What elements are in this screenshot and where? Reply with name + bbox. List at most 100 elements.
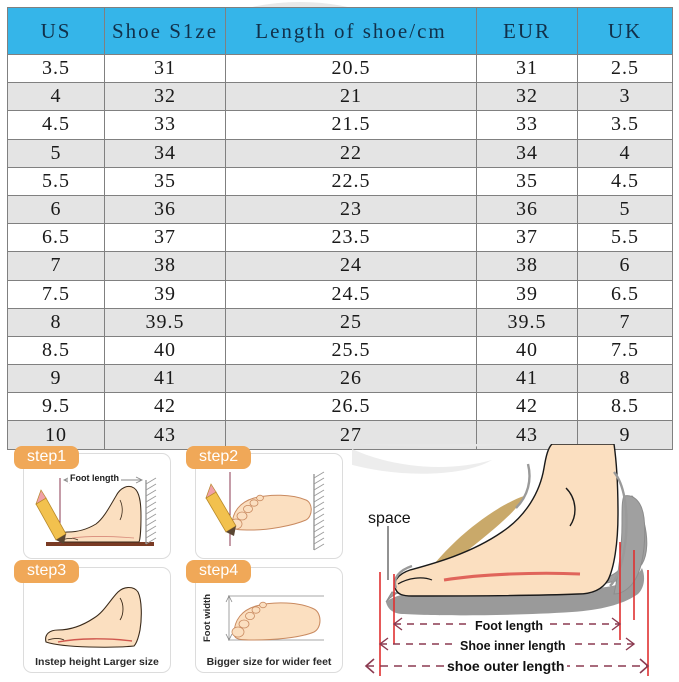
cell-eur: 39.5 [476, 307, 578, 337]
step1-tab-label: step1 [14, 446, 80, 469]
cell-us: 10 [7, 420, 105, 450]
cell-us: 9.5 [7, 392, 105, 422]
step4-tab-label: step4 [186, 560, 252, 583]
cell-eur: 31 [476, 53, 578, 84]
shoe-size-table: US Shoe S1ze Length of shoe/cm EUR UK 3.… [7, 7, 673, 450]
measuring-steps: Foot length step1 [10, 446, 350, 678]
step3-tab-label: step3 [14, 560, 80, 583]
table-row: 8 39.5 25 39.5 7 [7, 307, 673, 337]
measurement-label-foot-length: Foot length [472, 619, 547, 633]
cell-us: 5.5 [7, 166, 105, 196]
cell-length-cm: 26.5 [225, 392, 477, 422]
step4-caption: Bigger size for wider feet [206, 656, 332, 668]
cell-uk: 5 [577, 194, 673, 225]
cell-eur: 40 [476, 335, 578, 366]
cell-us: 9 [7, 364, 105, 394]
cell-shoe-size: 34 [104, 138, 226, 168]
cell-uk: 8 [577, 364, 673, 394]
cell-uk: 4.5 [577, 166, 673, 196]
cell-eur: 42 [476, 392, 578, 422]
cell-shoe-size: 37 [104, 223, 226, 253]
cell-shoe-size: 43 [104, 420, 226, 450]
step2-illustration [205, 471, 325, 551]
cell-us: 4.5 [7, 110, 105, 140]
cell-us: 7.5 [7, 279, 105, 309]
cell-length-cm: 24.5 [225, 279, 477, 309]
table-row: 4 32 21 32 3 [7, 82, 673, 112]
cell-us: 4 [7, 82, 105, 112]
table-row: 9 41 26 41 8 [7, 364, 673, 394]
cell-shoe-size: 35 [104, 166, 226, 196]
cell-eur: 35 [476, 166, 578, 196]
cell-us: 6.5 [7, 223, 105, 253]
step1-illustration [35, 476, 157, 546]
cell-shoe-size: 36 [104, 194, 226, 225]
table-row: 7.5 39 24.5 39 6.5 [7, 279, 673, 309]
cell-shoe-size: 39.5 [104, 307, 226, 337]
cell-length-cm: 20.5 [225, 53, 477, 84]
step-card-3: Instep height Larger size step3 [14, 560, 171, 673]
cell-uk: 5.5 [577, 223, 673, 253]
cell-length-cm: 23.5 [225, 223, 477, 253]
cell-eur: 37 [476, 223, 578, 253]
table-row: 3.5 31 20.5 31 2.5 [7, 53, 673, 84]
table-row: 6.5 37 23.5 37 5.5 [7, 223, 673, 253]
table-row: 5.5 35 22.5 35 4.5 [7, 166, 673, 196]
cell-shoe-size: 38 [104, 251, 226, 281]
cell-us: 7 [7, 251, 105, 281]
cell-uk: 7 [577, 307, 673, 337]
step-card-1: Foot length step1 [14, 446, 171, 559]
cell-us: 5 [7, 138, 105, 168]
step2-tab-label: step2 [186, 446, 252, 469]
step1-foot-length-label: Foot length [68, 473, 121, 483]
cell-shoe-size: 40 [104, 335, 226, 366]
cell-length-cm: 26 [225, 364, 477, 394]
cell-shoe-size: 39 [104, 279, 226, 309]
cell-shoe-size: 33 [104, 110, 226, 140]
cell-uk: 4 [577, 138, 673, 168]
cell-length-cm: 24 [225, 251, 477, 281]
cell-us: 8 [7, 307, 105, 337]
cell-shoe-size: 42 [104, 392, 226, 422]
column-header-length: Length of shoe/cm [225, 7, 477, 55]
shoe-fit-illustration [352, 444, 650, 676]
table-row: 9.5 42 26.5 42 8.5 [7, 392, 673, 422]
table-body: 3.5 31 20.5 31 2.5 4 32 21 32 3 4.5 33 21.5 33 3.5 5 34 2… [7, 53, 673, 450]
table-row: 5 34 22 34 4 [7, 138, 673, 168]
shoe-fit-diagram: space Foot length Shoe inner length shoe… [352, 444, 679, 682]
cell-us: 3.5 [7, 53, 105, 84]
cell-eur: 33 [476, 110, 578, 140]
cell-length-cm: 25 [225, 307, 477, 337]
table-header-row: US Shoe S1ze Length of shoe/cm EUR UK [7, 7, 673, 55]
cell-us: 6 [7, 194, 105, 225]
column-header-eur: EUR [476, 7, 578, 55]
cell-uk: 6 [577, 251, 673, 281]
step-card-2: step2 [186, 446, 343, 559]
column-header-us: US [7, 7, 105, 55]
column-header-shoe-size: Shoe S1ze [104, 7, 226, 55]
cell-us: 8.5 [7, 335, 105, 366]
cell-shoe-size: 41 [104, 364, 226, 394]
table-row: 4.5 33 21.5 33 3.5 [7, 110, 673, 140]
column-header-uk: UK [577, 7, 673, 55]
shoe-size-table-container: US Shoe S1ze Length of shoe/cm EUR UK 3.… [7, 7, 673, 450]
table-row: 7 38 24 38 6 [7, 251, 673, 281]
cell-length-cm: 21 [225, 82, 477, 112]
measurement-label-shoe-outer-length: shoe outer length [444, 658, 568, 674]
cell-length-cm: 21.5 [225, 110, 477, 140]
cell-uk: 7.5 [577, 335, 673, 366]
cell-eur: 34 [476, 138, 578, 168]
cell-length-cm: 22 [225, 138, 477, 168]
cell-shoe-size: 31 [104, 53, 226, 84]
step4-illustration [225, 595, 324, 641]
cell-eur: 39 [476, 279, 578, 309]
cell-shoe-size: 32 [104, 82, 226, 112]
cell-length-cm: 23 [225, 194, 477, 225]
cell-eur: 41 [476, 364, 578, 394]
cell-length-cm: 22.5 [225, 166, 477, 196]
table-row: 8.5 40 25.5 40 7.5 [7, 335, 673, 366]
cell-uk: 3 [577, 82, 673, 112]
step3-caption: Instep height Larger size [35, 656, 159, 668]
cell-uk: 6.5 [577, 279, 673, 309]
